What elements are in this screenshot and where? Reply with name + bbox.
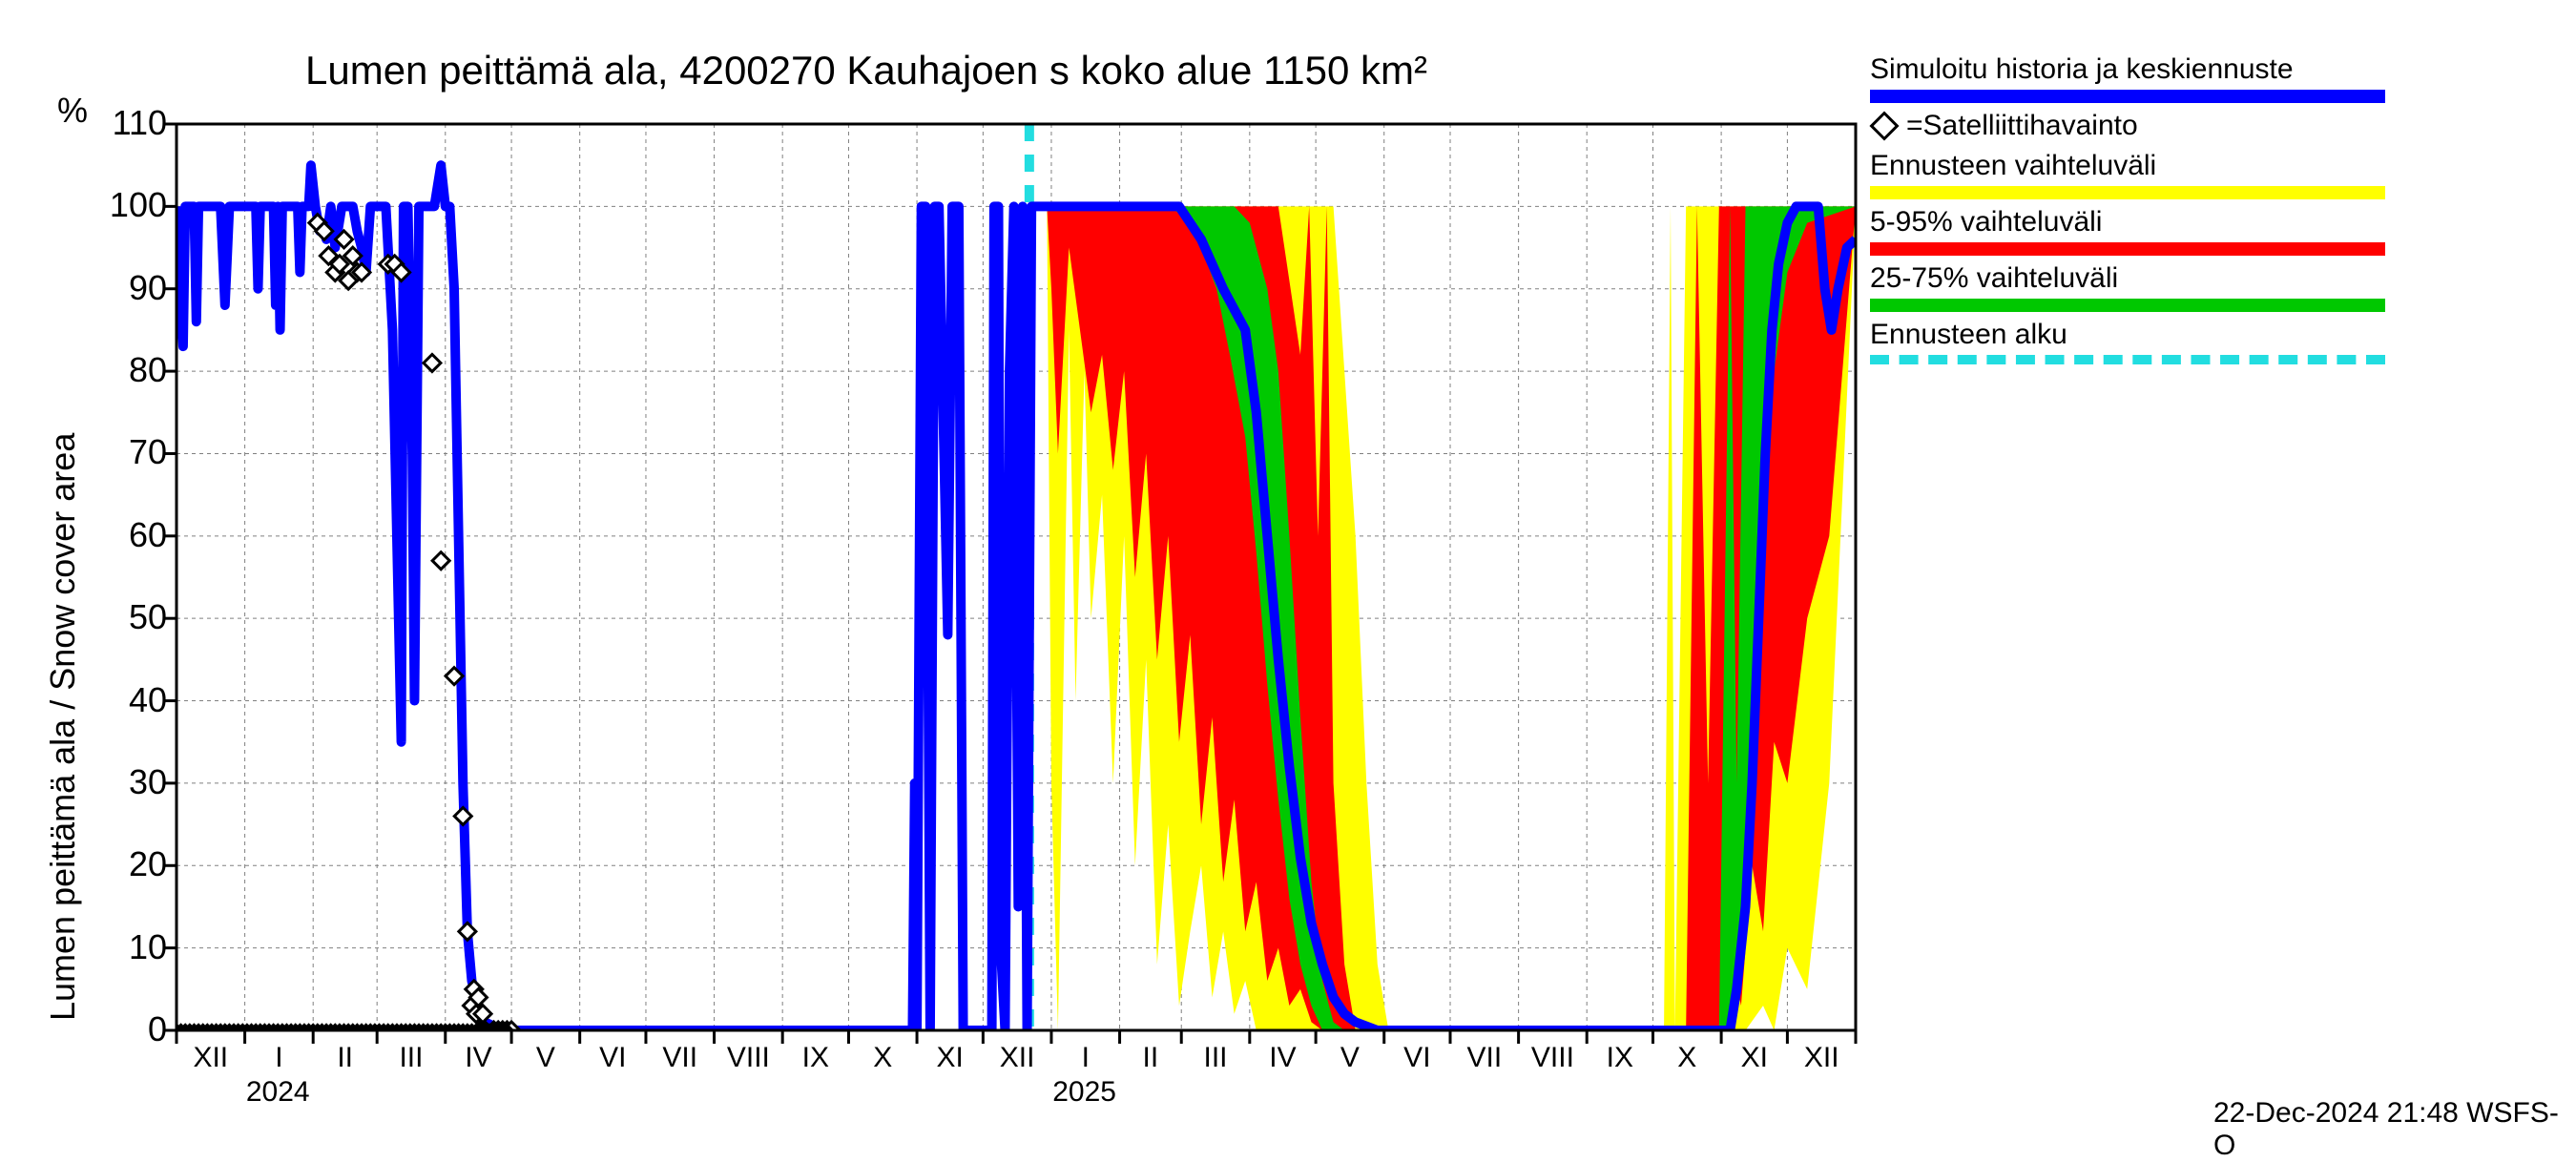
legend-simulated-label: Simuloitu historia ja keskiennuste: [1870, 53, 2294, 85]
x-tick-month: I: [275, 1042, 282, 1074]
x-tick-month: II: [337, 1042, 353, 1074]
x-tick-month: IV: [1269, 1042, 1296, 1074]
y-tick: 100: [100, 185, 167, 225]
x-tick-month: IX: [1607, 1042, 1633, 1074]
x-tick-month: XII: [1000, 1042, 1035, 1074]
x-tick-year: 2025: [1052, 1076, 1116, 1109]
x-tick-month: X: [1677, 1042, 1696, 1074]
x-tick-month: I: [1082, 1042, 1090, 1074]
y-tick: 40: [100, 680, 167, 720]
chart-footer: 22-Dec-2024 21:48 WSFS-O: [2213, 1097, 2576, 1162]
x-tick-month: XI: [937, 1042, 964, 1074]
legend-fullrange: Ennusteen vaihteluväli: [1870, 149, 2385, 199]
x-tick-month: VII: [1466, 1042, 1502, 1074]
x-tick-month: IV: [465, 1042, 491, 1074]
legend-simulated: Simuloitu historia ja keskiennuste: [1870, 52, 2385, 103]
diamond-icon: [1869, 111, 1899, 140]
x-tick-month: X: [873, 1042, 892, 1074]
x-tick-month: VIII: [1531, 1042, 1574, 1074]
y-tick: 80: [100, 350, 167, 390]
y-tick: 50: [100, 597, 167, 637]
x-tick-month: XII: [193, 1042, 228, 1074]
y-tick: 0: [100, 1009, 167, 1049]
x-tick-month: VI: [599, 1042, 626, 1074]
legend: Simuloitu historia ja keskiennuste =Sate…: [1870, 52, 2385, 370]
y-tick: 20: [100, 844, 167, 884]
legend-forecast-start: Ennusteen alku: [1870, 318, 2385, 364]
x-tick-year: 2024: [246, 1076, 310, 1109]
legend-fullrange-swatch: [1870, 186, 2385, 199]
legend-forecast-start-swatch: [1870, 355, 2385, 364]
x-tick-month: VIII: [727, 1042, 770, 1074]
legend-p5-95-swatch: [1870, 242, 2385, 256]
legend-forecast-start-label: Ennusteen alku: [1870, 319, 2067, 350]
legend-p25-75-label: 25-75% vaihteluväli: [1870, 262, 2118, 294]
x-tick-month: XII: [1804, 1042, 1839, 1074]
y-tick: 90: [100, 268, 167, 308]
y-tick: 110: [100, 103, 167, 143]
x-tick-month: III: [1204, 1042, 1228, 1074]
y-tick: 30: [100, 762, 167, 802]
legend-simulated-swatch: [1870, 90, 2385, 103]
legend-p25-75-swatch: [1870, 299, 2385, 312]
x-tick-month: XI: [1741, 1042, 1768, 1074]
y-tick: 60: [100, 515, 167, 555]
x-tick-month: IX: [802, 1042, 829, 1074]
y-tick: 70: [100, 432, 167, 472]
x-tick-month: III: [399, 1042, 423, 1074]
legend-p5-95: 5-95% vaihteluväli: [1870, 205, 2385, 256]
chart-container: Lumen peittämä ala, 4200270 Kauhajoen s …: [0, 0, 2576, 1145]
legend-fullrange-label: Ennusteen vaihteluväli: [1870, 150, 2156, 181]
x-tick-month: VII: [662, 1042, 697, 1074]
legend-satellite-label: =Satelliittihavainto: [1906, 109, 2138, 143]
x-tick-month: V: [536, 1042, 555, 1074]
legend-satellite: =Satelliittihavainto: [1870, 109, 2385, 143]
legend-p5-95-label: 5-95% vaihteluväli: [1870, 206, 2102, 238]
y-tick: 10: [100, 927, 167, 967]
legend-p25-75: 25-75% vaihteluväli: [1870, 261, 2385, 312]
x-tick-month: V: [1340, 1042, 1360, 1074]
x-tick-month: II: [1143, 1042, 1159, 1074]
x-tick-month: VI: [1403, 1042, 1430, 1074]
